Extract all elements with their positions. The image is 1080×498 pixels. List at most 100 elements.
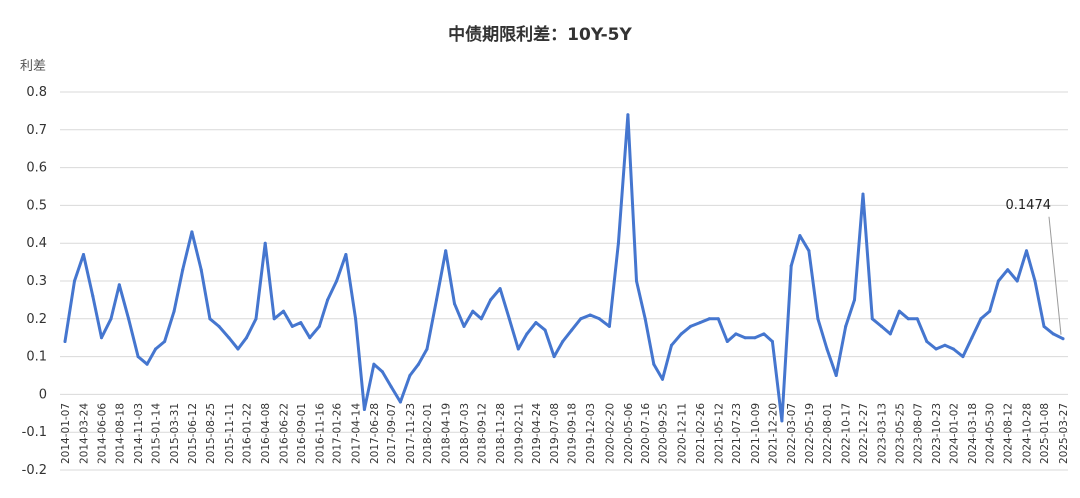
data-point — [380, 370, 384, 374]
data-point — [362, 408, 366, 411]
data-point — [635, 279, 638, 283]
grid-layer — [60, 91, 1068, 471]
data-point — [290, 324, 294, 328]
data-point — [743, 336, 747, 340]
data-point — [753, 336, 757, 340]
data-point — [679, 332, 683, 336]
data-point — [996, 279, 1000, 283]
data-point — [525, 332, 529, 336]
x-tick-label: 2024-05-30 — [985, 403, 997, 464]
data-point — [780, 419, 784, 423]
x-tick-label: 2023-10-23 — [931, 403, 943, 464]
data-point — [988, 309, 992, 313]
annotation-leader-line — [1048, 216, 1062, 335]
x-tick-label: 2025-03-27 — [1058, 403, 1070, 464]
series-layer — [63, 113, 1065, 423]
data-point — [199, 268, 203, 272]
data-point — [798, 234, 802, 238]
y-axis-label: 利差 — [20, 59, 46, 74]
data-point — [934, 347, 938, 351]
data-point — [389, 385, 393, 389]
data-point — [725, 340, 729, 343]
data-point — [100, 336, 103, 340]
x-tick-label: 2022-08-01 — [822, 403, 834, 464]
data-point — [82, 253, 85, 256]
x-tick-label: 2017-01-26 — [332, 403, 344, 464]
y-tick-label: -0.2 — [22, 463, 47, 478]
data-point — [91, 294, 95, 298]
data-point — [326, 298, 330, 302]
data-point — [398, 400, 402, 404]
x-tick-label: 2020-09-25 — [658, 403, 670, 464]
x-tick-label: 2014-01-07 — [60, 403, 72, 464]
x-tick-label: 2024-01-02 — [948, 403, 960, 464]
data-point — [453, 302, 456, 306]
data-point — [661, 377, 664, 381]
data-point — [263, 241, 267, 245]
data-point — [670, 343, 673, 347]
annotation-layer: 0.1474 — [1006, 198, 1062, 335]
data-point — [825, 347, 829, 351]
data-point — [462, 324, 466, 328]
x-tick-label: 2014-11-03 — [133, 403, 145, 464]
data-point — [299, 321, 303, 325]
x-tick-label: 2018-11-28 — [495, 403, 507, 464]
data-point — [417, 362, 420, 366]
x-tick-label: 2020-05-06 — [623, 403, 635, 464]
data-point — [698, 321, 702, 325]
data-point — [1042, 324, 1046, 328]
data-point — [570, 328, 574, 332]
y-tick-label: 0.8 — [26, 85, 47, 100]
y-tick-labels: -0.2 -0.1 0 0.1 0.2 0.3 0.4 0.5 0.6 0.7 0.8 — [22, 85, 47, 478]
x-tick-label: 2014-03-24 — [79, 403, 91, 464]
data-point — [344, 253, 348, 256]
x-tick-label: 2024-08-12 — [1003, 403, 1015, 464]
data-point — [951, 347, 955, 351]
data-point — [789, 264, 793, 268]
data-point — [335, 279, 339, 283]
data-point — [1015, 279, 1019, 283]
data-point — [762, 332, 766, 336]
data-point — [943, 343, 947, 347]
data-point — [961, 355, 965, 359]
x-tick-label: 2015-01-14 — [151, 403, 163, 464]
data-point — [471, 309, 475, 313]
x-tick-label: 2016-11-16 — [314, 403, 326, 464]
x-tick-label: 2020-07-16 — [640, 403, 652, 464]
x-tick-label: 2019-02-11 — [513, 403, 525, 464]
x-tick-label: 2017-04-14 — [351, 403, 363, 464]
data-point — [109, 317, 113, 321]
data-point — [979, 317, 983, 321]
x-tick-label: 2017-11-23 — [405, 403, 417, 464]
annotation-last-value: 0.1474 — [1006, 198, 1052, 213]
x-tick-label: 2018-02-01 — [422, 403, 434, 464]
x-tick-label: 2023-05-25 — [894, 403, 906, 464]
x-tick-label: 2019-07-08 — [549, 403, 561, 464]
data-point — [597, 317, 601, 321]
x-tick-label: 2021-05-12 — [713, 403, 725, 464]
x-tick-label: 2016-09-01 — [296, 403, 308, 464]
data-point — [561, 340, 565, 343]
data-point — [208, 317, 212, 321]
data-point — [181, 268, 185, 272]
data-point — [870, 317, 874, 321]
y-tick-label: 0.6 — [26, 161, 47, 176]
data-point — [507, 317, 511, 321]
data-point — [816, 317, 820, 321]
x-tick-label: 2024-03-18 — [967, 403, 979, 464]
data-point — [897, 309, 901, 313]
y-tick-label: 0.4 — [26, 236, 47, 251]
data-point — [516, 347, 520, 351]
data-point — [308, 336, 312, 340]
x-tick-label: 2022-03-07 — [786, 403, 798, 464]
data-point — [372, 362, 376, 366]
data-point — [227, 336, 231, 340]
data-point — [498, 287, 502, 291]
data-point — [236, 347, 240, 351]
data-point — [444, 249, 448, 253]
y-tick-label: 0.7 — [26, 123, 47, 138]
x-tick-label: 2019-09-18 — [567, 403, 579, 464]
x-tick-label: 2016-01-22 — [241, 403, 253, 464]
